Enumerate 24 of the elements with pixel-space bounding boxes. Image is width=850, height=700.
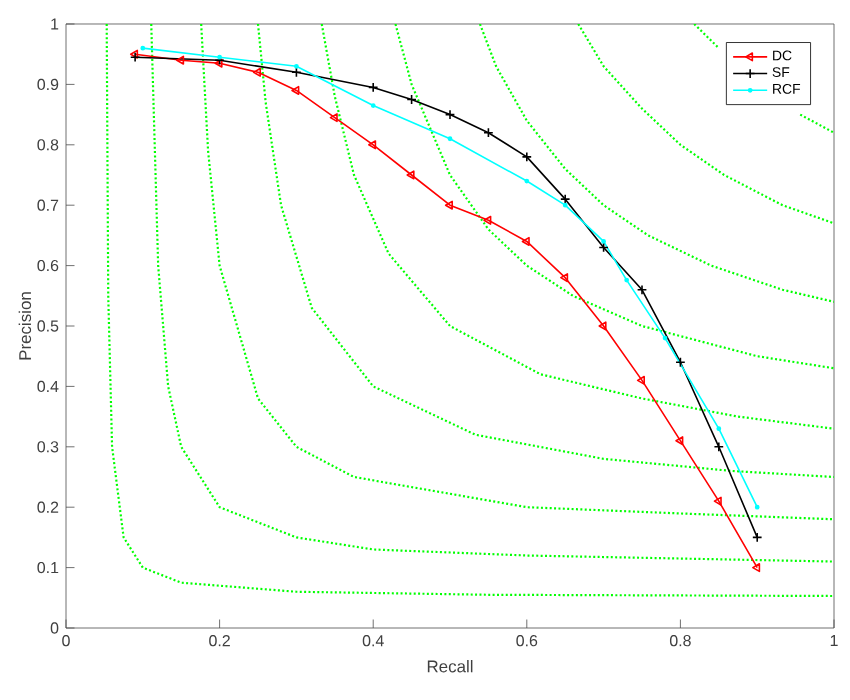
line-series (394, 23, 835, 370)
point (521, 151, 532, 163)
point (329, 113, 338, 123)
x-axis-title: Recall (427, 660, 473, 673)
point (713, 441, 724, 452)
point (560, 273, 569, 283)
point (598, 321, 607, 331)
point (521, 236, 530, 247)
point (483, 215, 492, 225)
point (636, 375, 645, 385)
point (675, 436, 684, 446)
point (636, 284, 648, 295)
line-series (478, 23, 835, 303)
line-series (320, 23, 835, 430)
line-series (256, 23, 835, 479)
point (444, 200, 453, 210)
point (252, 67, 261, 77)
point (176, 55, 185, 65)
y-axis-title: Precision (18, 292, 32, 360)
point (713, 496, 722, 506)
line-series (577, 23, 835, 225)
point (406, 170, 415, 180)
point (368, 140, 377, 150)
point (291, 85, 300, 96)
